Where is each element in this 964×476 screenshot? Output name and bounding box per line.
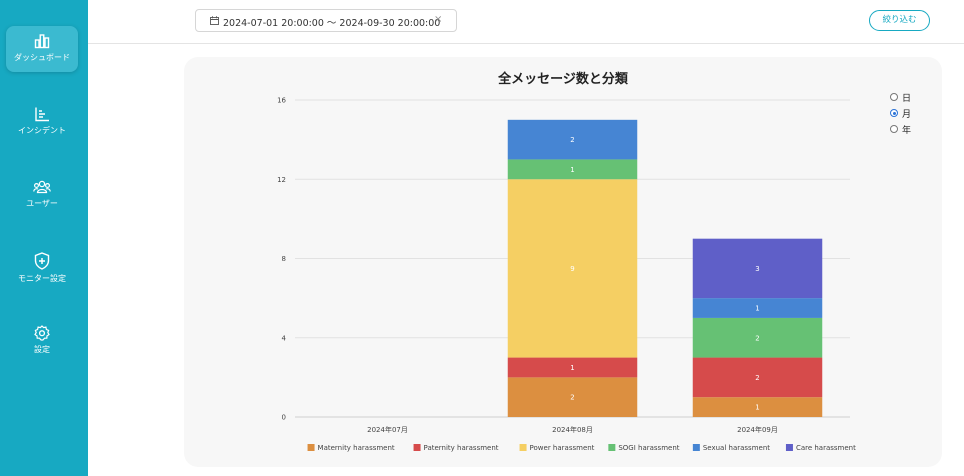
list-chart-icon (35, 107, 49, 122)
legend-swatch (307, 444, 315, 451)
legend-label: Care harassment (796, 444, 856, 452)
period-radio-group: 日 月 年 (890, 89, 911, 137)
calendar-icon (210, 16, 219, 25)
bar-segment (692, 357, 823, 398)
bar-segment (692, 397, 823, 417)
data-label: 3 (755, 265, 759, 273)
period-option-label: 日 (902, 93, 912, 104)
bar-segment (692, 298, 823, 318)
bar-segment (507, 179, 638, 358)
data-label: 1 (755, 305, 759, 313)
data-label: 9 (570, 265, 574, 273)
data-label: 2 (755, 374, 759, 382)
data-label: 2 (570, 136, 574, 144)
radio-button[interactable] (890, 109, 898, 117)
legend-swatch (608, 444, 616, 451)
sidebar-item-label: ユーザー (26, 199, 58, 208)
users-icon (33, 180, 51, 194)
y-tick-label: 16 (277, 97, 286, 105)
sidebar-item-dashboard[interactable]: ダッシュボード (6, 26, 78, 72)
sidebar-item-label: ダッシュボード (14, 53, 70, 62)
bar-segment (507, 119, 638, 160)
bar-segment (692, 317, 823, 358)
period-option-year[interactable]: 年 (890, 121, 911, 137)
legend-label: SOGI harassment (618, 444, 679, 452)
legend-label: Sexual harassment (703, 444, 770, 452)
radio-button[interactable] (890, 125, 898, 133)
y-tick-label: 8 (282, 255, 286, 263)
bar-segment (507, 159, 638, 180)
y-tick-label: 0 (282, 414, 286, 422)
period-option-month[interactable]: 月 (890, 105, 911, 121)
period-option-day[interactable]: 日 (890, 89, 911, 105)
data-label: 1 (570, 364, 574, 372)
sidebar-item-users[interactable]: ユーザー (6, 172, 78, 218)
period-option-label: 年 (902, 125, 912, 136)
x-tick-label: 2024年09月 (737, 425, 778, 434)
sidebar-item-label: インシデント (18, 126, 66, 135)
filter-button[interactable]: 絞り込む (869, 10, 930, 31)
bar-segment (507, 377, 638, 417)
legend-swatch (785, 444, 793, 451)
legend-swatch (519, 444, 527, 451)
data-label: 2 (755, 334, 759, 342)
sidebar-item-incidents[interactable]: インシデント (6, 99, 78, 145)
legend-swatch (413, 444, 421, 451)
sidebar-item-monitor-settings[interactable]: モニター設定 (6, 245, 78, 291)
sidebar-item-label: モニター設定 (18, 274, 66, 283)
sidebar-item-label: 設定 (34, 345, 50, 354)
x-tick-label: 2024年07月 (367, 425, 408, 434)
y-tick-label: 4 (282, 334, 287, 342)
clear-date-button[interactable]: × (434, 14, 443, 25)
legend-label: Paternity harassment (424, 444, 499, 452)
top-bar: 2024-07-01 20:00:00 〜 2024-09-30 20:00:0… (88, 0, 964, 44)
date-range-picker[interactable]: 2024-07-01 20:00:00 〜 2024-09-30 20:00:0… (195, 9, 457, 32)
chart-card: 全メッセージ数と分類 日 月 年 0 4 8 12 16 2024年07月 2024年08月… (184, 57, 942, 467)
shield-plus-icon (34, 252, 50, 270)
data-label: 2 (570, 394, 574, 402)
sidebar: ダッシュボード インシデント ユーザー モニター設定 設定 (0, 0, 88, 476)
bar-segment (692, 238, 823, 299)
radio-button[interactable] (890, 93, 898, 101)
period-option-label: 月 (902, 109, 912, 120)
chart-title: 全メッセージ数と分類 (498, 72, 628, 87)
bar-segment (507, 357, 638, 378)
bar-chart-icon (34, 34, 50, 49)
x-tick-label: 2024年08月 (552, 425, 593, 434)
sidebar-item-settings[interactable]: 設定 (6, 318, 78, 364)
legend-label: Power harassment (530, 444, 595, 452)
data-label: 1 (755, 404, 759, 412)
data-label: 1 (570, 166, 574, 174)
legend-label: Maternity harassment (318, 444, 395, 452)
legend-swatch (692, 444, 700, 451)
gear-icon (34, 325, 50, 341)
date-range-value: 2024-07-01 20:00:00 〜 2024-09-30 20:00:0… (223, 18, 441, 29)
y-tick-label: 12 (277, 176, 286, 184)
